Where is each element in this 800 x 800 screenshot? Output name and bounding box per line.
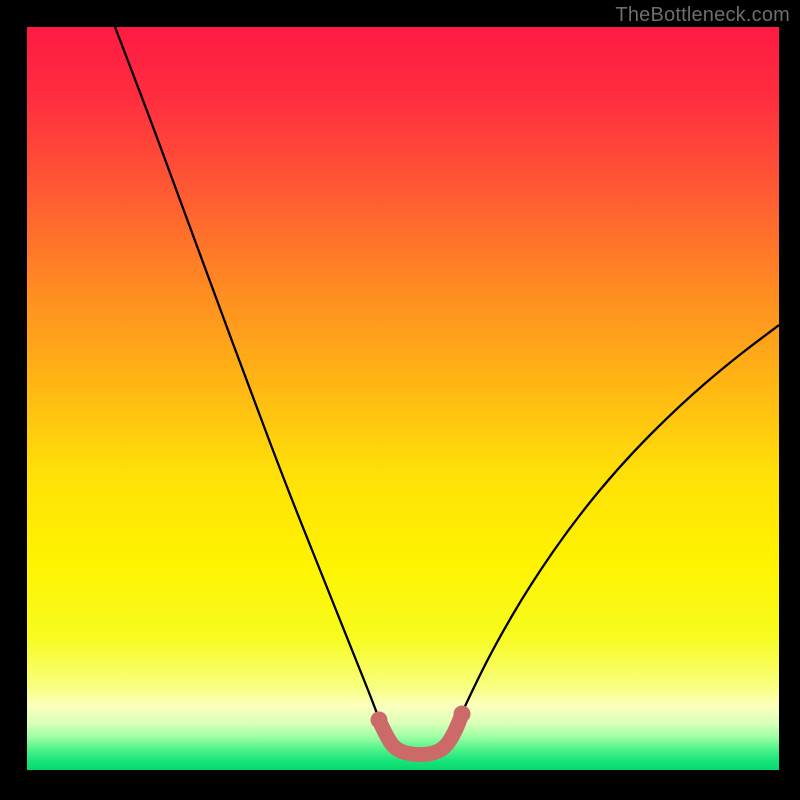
watermark-text: TheBottleneck.com xyxy=(615,4,790,27)
bottleneck-chart xyxy=(0,0,800,800)
gradient-background xyxy=(27,27,779,770)
optimal-zone-left-marker xyxy=(371,712,388,729)
optimal-zone-right-marker xyxy=(454,706,471,723)
chart-container: TheBottleneck.com xyxy=(0,0,800,800)
